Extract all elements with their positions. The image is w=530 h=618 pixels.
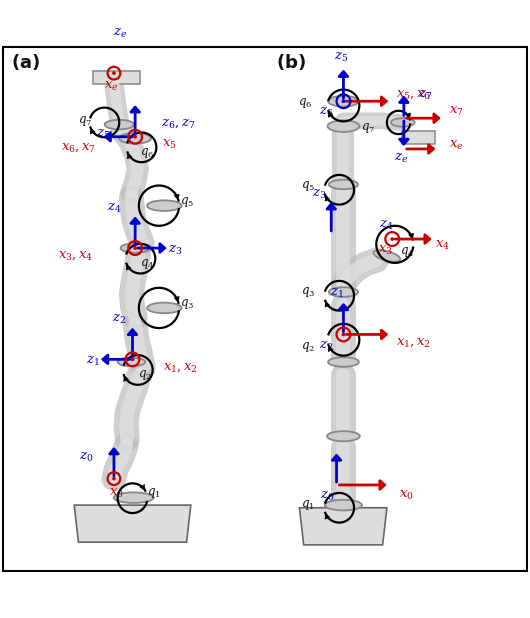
Circle shape	[134, 246, 137, 250]
Text: $q_2$: $q_2$	[302, 340, 315, 354]
Text: $x_7$: $x_7$	[449, 105, 464, 119]
Text: $x_1,x_2$: $x_1,x_2$	[396, 336, 431, 349]
Text: $\mathbf{(a)}$: $\mathbf{(a)}$	[11, 52, 40, 72]
Circle shape	[131, 357, 135, 361]
Text: $z_6$: $z_6$	[319, 106, 334, 119]
Text: $q_4$: $q_4$	[140, 257, 155, 271]
Text: $q_6$: $q_6$	[140, 146, 155, 159]
Ellipse shape	[391, 118, 415, 127]
Text: $q_5$: $q_5$	[180, 195, 195, 209]
Text: $q_3$: $q_3$	[302, 285, 315, 299]
Polygon shape	[299, 508, 387, 545]
Ellipse shape	[119, 133, 151, 143]
Ellipse shape	[329, 180, 358, 189]
Text: $z_5$: $z_5$	[333, 51, 348, 64]
Ellipse shape	[147, 200, 181, 211]
Text: $q_3$: $q_3$	[180, 297, 195, 311]
Ellipse shape	[374, 250, 400, 262]
Text: $z_2$: $z_2$	[112, 313, 126, 326]
Text: $x_0$: $x_0$	[399, 489, 414, 502]
Text: $x_5$: $x_5$	[162, 138, 176, 151]
Ellipse shape	[327, 431, 360, 441]
Ellipse shape	[118, 358, 145, 366]
Text: $z_e$: $z_e$	[113, 27, 127, 40]
Ellipse shape	[328, 357, 359, 366]
Text: $z_0$: $z_0$	[79, 451, 94, 464]
Text: $z_2$: $z_2$	[320, 339, 333, 353]
Text: $q_2$: $q_2$	[138, 368, 152, 383]
Circle shape	[341, 99, 346, 103]
Text: $z_e$: $z_e$	[394, 151, 408, 164]
Ellipse shape	[328, 121, 359, 132]
Ellipse shape	[328, 96, 359, 106]
Text: $q_6$: $q_6$	[298, 96, 312, 111]
Bar	[93, 70, 140, 84]
Text: $x_1,x_2$: $x_1,x_2$	[163, 361, 198, 374]
Bar	[402, 132, 435, 143]
Circle shape	[341, 332, 346, 336]
Text: $x_0$: $x_0$	[109, 487, 124, 500]
Ellipse shape	[105, 120, 134, 129]
Text: $z_0$: $z_0$	[320, 490, 334, 503]
Text: $q_5$: $q_5$	[302, 179, 315, 193]
Text: $z_3$: $z_3$	[167, 243, 182, 256]
Ellipse shape	[147, 303, 181, 313]
Text: $z_4$: $z_4$	[378, 219, 393, 232]
Text: $z_1$: $z_1$	[86, 355, 100, 368]
Circle shape	[134, 135, 137, 138]
Text: $z_4$: $z_4$	[107, 201, 121, 215]
Text: $z_7$: $z_7$	[418, 90, 432, 103]
Text: $x_3,x_4$: $x_3,x_4$	[58, 250, 94, 263]
Text: $x_5,x_6$: $x_5,x_6$	[396, 88, 432, 101]
Ellipse shape	[113, 493, 154, 503]
Text: $z_5$: $z_5$	[96, 127, 111, 141]
Text: $q_1$: $q_1$	[301, 498, 314, 512]
Text: $z_6,z_7$: $z_6,z_7$	[161, 117, 195, 130]
Text: $q_4$: $q_4$	[400, 245, 414, 259]
Text: $q_7$: $q_7$	[361, 121, 375, 135]
Ellipse shape	[325, 500, 362, 510]
Circle shape	[112, 476, 116, 480]
Text: $q_7$: $q_7$	[78, 114, 93, 128]
Text: $z_1$: $z_1$	[330, 287, 344, 300]
Text: $x_e$: $x_e$	[449, 139, 463, 152]
Text: $x_6,x_7$: $x_6,x_7$	[61, 141, 96, 154]
Text: $x_4$: $x_4$	[435, 239, 449, 252]
Text: $z_3$: $z_3$	[312, 187, 327, 200]
Ellipse shape	[329, 287, 358, 297]
Circle shape	[390, 237, 394, 241]
Text: $q_1$: $q_1$	[147, 486, 161, 501]
Circle shape	[112, 71, 116, 75]
Ellipse shape	[120, 243, 149, 253]
Text: $x_e$: $x_e$	[104, 80, 119, 93]
Polygon shape	[74, 505, 191, 542]
Text: $\mathbf{(b)}$: $\mathbf{(b)}$	[276, 52, 305, 72]
Text: $x_3$: $x_3$	[378, 244, 393, 257]
